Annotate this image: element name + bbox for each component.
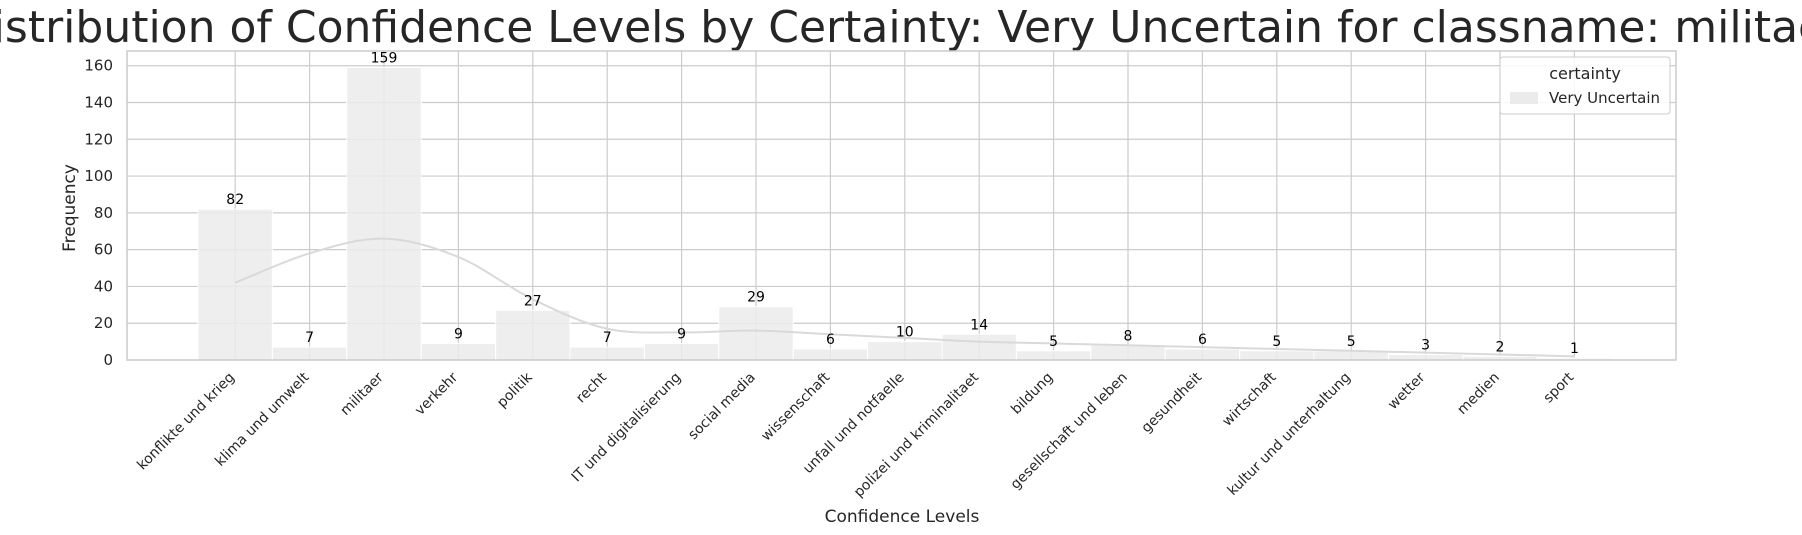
chart-title: Distribution of Confidence Levels by Cer… xyxy=(0,2,1802,53)
y-tick-label: 140 xyxy=(84,94,113,112)
data-label-sport: 1 xyxy=(1570,341,1579,357)
y-tick-label: 120 xyxy=(84,130,113,148)
data-label-wirtschaft: 5 xyxy=(1272,334,1281,350)
x-axis-label: Confidence Levels xyxy=(825,507,980,527)
data-label-klima-und-umwelt: 7 xyxy=(305,330,314,346)
x-tick-label-social-media: social media xyxy=(685,370,759,444)
data-label-wissenschaft: 6 xyxy=(826,332,835,348)
data-label-social-media: 29 xyxy=(747,290,765,306)
data-label-polizei-und-kriminalitaet: 14 xyxy=(970,317,988,333)
bar-bildung xyxy=(1015,350,1092,361)
y-tick-label: 40 xyxy=(94,277,113,295)
legend-frame xyxy=(1499,56,1671,115)
plot-frame xyxy=(126,50,1677,361)
bar-konflikte-und-krieg xyxy=(197,208,273,361)
bar-gesellschaft-und-leben xyxy=(1090,344,1166,361)
data-label-it-und-digitalisierung: 9 xyxy=(677,326,686,342)
kde-curve xyxy=(234,237,1575,358)
data-labels: 82 7 159 9 27 7 9 29 6 10 14 5 8 6 5 5 3 2 1 xyxy=(226,51,1579,358)
bar-klima-und-umwelt xyxy=(271,346,348,361)
bar-militaer xyxy=(346,67,422,361)
data-label-politik: 27 xyxy=(524,293,542,309)
data-label-militaer: 159 xyxy=(371,51,398,67)
data-label-gesellschaft-und-leben: 8 xyxy=(1124,328,1133,344)
bar-recht xyxy=(569,346,645,361)
x-tick-label-wissenschaft: wissenschaft xyxy=(758,369,833,444)
x-tick-label-verkehr: verkehr xyxy=(412,369,461,418)
y-axis-label: Frequency xyxy=(60,164,80,252)
data-label-konflikte-und-krieg: 82 xyxy=(226,192,244,208)
data-label-gesundheit: 6 xyxy=(1198,332,1207,348)
bar-it-und-digitalisierung xyxy=(643,342,720,361)
legend-entry-very-uncertain: Very Uncertain xyxy=(1549,89,1660,107)
data-label-verkehr: 9 xyxy=(454,326,463,342)
x-tick-label-politik: politik xyxy=(494,369,536,411)
bar-polizei-und-kriminalitaet xyxy=(941,333,1017,361)
bar-verkehr xyxy=(420,342,497,361)
bar-wissenschaft xyxy=(792,348,869,361)
x-tick-label-polizei-und-kriminalitaet: polizei und kriminalitaet xyxy=(851,369,982,500)
y-tick-label: 160 xyxy=(84,57,113,75)
x-tick-label-kultur-und-unterhaltung: kultur und unterhaltung xyxy=(1225,370,1354,499)
data-label-bildung: 5 xyxy=(1049,334,1058,350)
x-tick-label-wirtschaft: wirtschaft xyxy=(1219,369,1280,430)
data-label-unfall-und-notfaelle: 10 xyxy=(896,325,914,341)
kde-line xyxy=(234,237,1575,358)
bar-wirtschaft xyxy=(1239,350,1315,361)
x-tick-label-recht: recht xyxy=(573,369,610,406)
y-tick-label: 80 xyxy=(94,204,113,222)
data-label-wetter: 3 xyxy=(1421,337,1430,353)
x-tick-label-bildung: bildung xyxy=(1008,370,1056,418)
legend: certainty Very Uncertain xyxy=(1499,56,1671,115)
bar-social-media xyxy=(718,306,794,361)
x-tick-label-sport: sport xyxy=(1540,369,1577,406)
x-tick-label-medien: medien xyxy=(1454,370,1502,418)
bars xyxy=(197,67,1613,361)
data-label-kultur-und-unterhaltung: 5 xyxy=(1347,334,1356,350)
x-tick-label-gesundheit: gesundheit xyxy=(1139,369,1206,436)
bar-politik xyxy=(495,309,571,361)
data-label-recht: 7 xyxy=(603,330,612,346)
bar-unfall-und-notfaelle xyxy=(867,341,943,361)
x-tick-label-militaer: militaer xyxy=(338,369,387,418)
y-tick-label: 100 xyxy=(84,167,113,185)
x-tick-label-wetter: wetter xyxy=(1385,369,1429,413)
legend-title: certainty xyxy=(1549,64,1621,83)
y-tick-label: 20 xyxy=(94,314,113,332)
y-tick-label: 0 xyxy=(103,351,113,369)
legend-swatch xyxy=(1510,92,1538,104)
bar-wetter xyxy=(1387,353,1464,361)
data-label-medien: 2 xyxy=(1496,339,1505,355)
bar-gesundheit xyxy=(1164,348,1241,361)
y-tick-label: 60 xyxy=(94,241,113,259)
